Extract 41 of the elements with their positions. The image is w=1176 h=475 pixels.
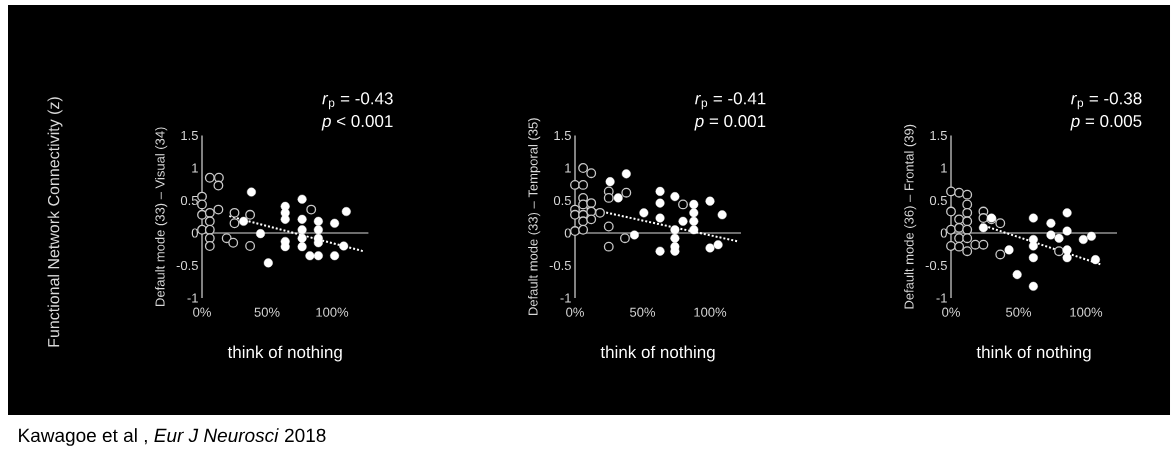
x-tick-label: 0%: [566, 307, 584, 317]
x-tick-label: 50%: [254, 307, 280, 317]
y-tick-label: 0.5: [180, 195, 198, 206]
y-tick-label: 1.5: [930, 130, 947, 141]
y-tick-label: 1: [565, 163, 571, 173]
text: Kawagoe et al , Eur J Neurosci 2018: [19, 428, 326, 446]
y-tick-label: -1: [936, 293, 947, 303]
x-tick-label: 50%: [630, 307, 656, 317]
y-tick-label: 1.5: [554, 130, 571, 141]
x-tick-label: 100%: [1070, 307, 1103, 317]
text: p < 0.001: [321, 115, 393, 131]
y-axis-title: Default mode (33) – Temporal (35): [528, 118, 541, 316]
text: p = 0.001: [694, 115, 766, 131]
y-tick-label: -0.5: [925, 260, 947, 271]
text: r$_{p}$ = -0.38: [1071, 92, 1142, 110]
y-axis-title: Default mode (36) – Frontal (39): [904, 124, 917, 309]
y-tick-label: 0.5: [929, 195, 947, 206]
y-tick-label: 0.5: [553, 195, 571, 206]
y-tick-label: 1.5: [181, 130, 198, 141]
x-tick-label: 0%: [193, 307, 211, 317]
text: p = 0.005: [1070, 115, 1142, 131]
x-tick-label: 100%: [316, 307, 349, 317]
text: r$_{p}$ = -0.43: [322, 92, 393, 110]
y-tick-label: -0.5: [176, 260, 198, 271]
x-tick-label: 100%: [694, 307, 727, 317]
x-axis-title: think of nothing: [600, 345, 715, 362]
x-axis-title: think of nothing: [976, 345, 1091, 362]
text: r$_{p}$ = -0.41: [695, 92, 766, 110]
y-tick-label: 0: [191, 228, 198, 238]
y-tick-label: 0: [940, 228, 947, 238]
y-tick-label: -0.5: [549, 260, 571, 271]
y-tick-label: 1: [192, 163, 198, 173]
x-tick-label: 0%: [942, 307, 960, 317]
x-tick-label: 50%: [1006, 307, 1032, 317]
y-tick-label: -1: [560, 293, 571, 303]
y-tick-label: 0: [564, 228, 571, 238]
y-tick-label: -1: [187, 293, 198, 303]
y-axis-title: Default mode (33) – Visual (34): [155, 127, 168, 306]
x-axis-title: think of nothing: [227, 345, 342, 362]
text: Functional Network Connectivity (z): [47, 97, 63, 347]
y-tick-label: 1: [941, 163, 947, 173]
